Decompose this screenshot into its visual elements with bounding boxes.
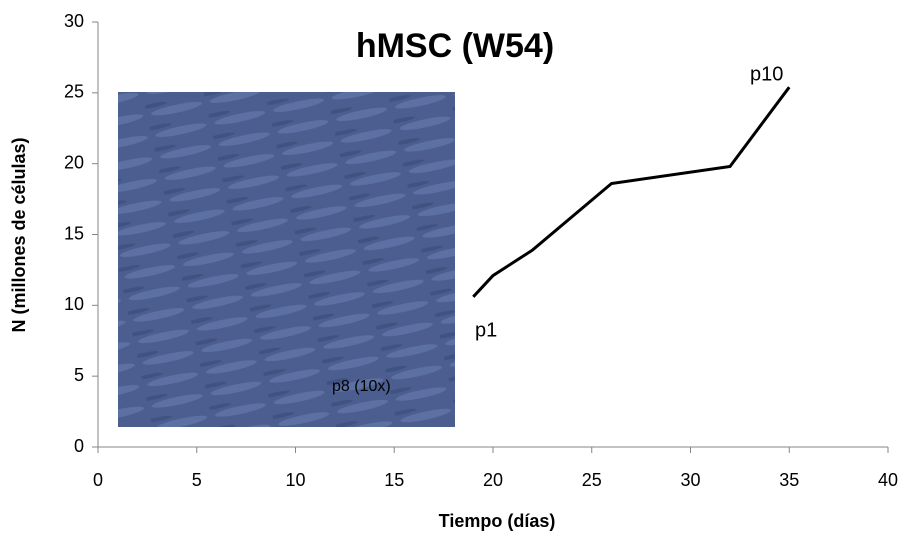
annotation: p8 (10x) [332,378,391,395]
y-tick-label: 25 [64,82,84,102]
annotation: p1 [475,319,497,341]
x-tick-label: 30 [680,470,700,490]
y-tick-label: 5 [74,365,84,385]
annotation: p10 [750,63,783,85]
x-tick-label: 15 [384,470,404,490]
inset-image [118,92,455,427]
x-tick-label: 25 [582,470,602,490]
y-tick-label: 15 [64,223,84,243]
y-axis-label: N (millones de células) [9,137,29,332]
x-tick-label: 0 [93,470,103,490]
y-tick-label: 30 [64,11,84,31]
x-tick-label: 20 [483,470,503,490]
y-tick-label: 10 [64,294,84,314]
x-tick-label: 40 [878,470,898,490]
data-line [472,86,791,298]
x-tick-label: 35 [779,470,799,490]
x-tick-label: 10 [285,470,305,490]
y-tick-label: 0 [74,436,84,456]
x-axis-label: Tiempo (días) [439,511,556,531]
chart-title: hMSC (W54) [356,27,554,65]
y-tick-label: 20 [64,152,84,172]
x-tick-label: 5 [192,470,202,490]
